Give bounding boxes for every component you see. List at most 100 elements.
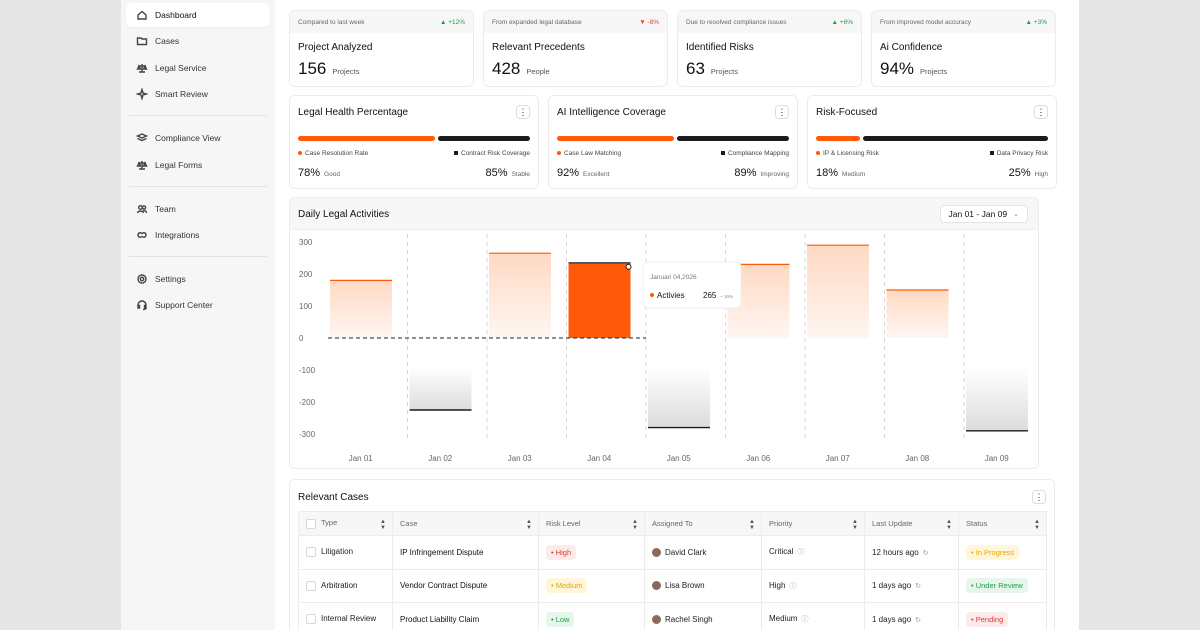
- stat-value: 428: [492, 59, 521, 78]
- more-options-button[interactable]: ⋮: [516, 105, 530, 119]
- sort-icon[interactable]: ▲ ▼: [1034, 519, 1040, 531]
- sidebar-item-cases[interactable]: Cases: [126, 29, 270, 53]
- case-text: Product Liability Claim: [400, 614, 480, 624]
- sidebar-item-settings[interactable]: Settings: [126, 267, 270, 291]
- stat-value: 63: [686, 59, 705, 78]
- trend-badge: ▲ +3%: [1026, 19, 1047, 26]
- stat-card-header: Compared to last week ▲ +12%: [290, 11, 473, 33]
- trend-value: -8%: [647, 18, 659, 26]
- health-card-title: Legal Health Percentage: [298, 106, 409, 118]
- column-header-assigned-to[interactable]: Assigned To ▲ ▼: [644, 511, 762, 536]
- row-checkbox[interactable]: [306, 614, 316, 625]
- column-header-last-update[interactable]: Last Update ▲ ▼: [864, 511, 959, 536]
- tooltip-label: Activies: [657, 291, 685, 300]
- left-metric: 92% Excellent: [557, 163, 609, 181]
- sidebar-item-compliance-view[interactable]: Compliance View: [126, 126, 270, 150]
- legend-left-label: Case Law Matching: [564, 150, 622, 157]
- right-metric: 85% Stable: [486, 163, 530, 181]
- left-value: 18%: [816, 167, 839, 179]
- sidebar-item-team[interactable]: Team: [126, 197, 270, 221]
- sidebar-item-smart-review[interactable]: Smart Review: [126, 82, 270, 106]
- updated-text: 1 days ago: [872, 581, 912, 591]
- cell-assigned: Lisa Brown: [644, 568, 762, 603]
- main-content: Compared to last week ▲ +12% Project Analy…: [289, 10, 1065, 630]
- cases-header: Relevant Cases ⋮: [298, 490, 1046, 504]
- sort-icon[interactable]: ▲ ▼: [632, 519, 638, 531]
- tooltip-value: 265: [703, 291, 717, 300]
- sidebar-divider: [129, 185, 267, 187]
- split-progress-bar: [557, 136, 789, 141]
- refresh-icon[interactable]: ↻: [922, 549, 929, 557]
- stat-title: Relevant Precedents: [492, 42, 585, 53]
- refresh-icon[interactable]: ↻: [915, 583, 922, 591]
- stat-unit: People: [526, 67, 550, 76]
- health-values: 18% Medium 25% High: [816, 163, 1048, 181]
- select-all-checkbox[interactable]: [306, 518, 316, 529]
- more-options-button[interactable]: ⋮: [1032, 490, 1046, 504]
- column-header-risk-level[interactable]: Risk Level ▲ ▼: [538, 511, 645, 536]
- column-header-status[interactable]: Status ▲ ▼: [958, 511, 1047, 536]
- info-icon[interactable]: ⓘ: [789, 582, 797, 590]
- y-tick-label: 200: [299, 270, 313, 279]
- assignee-name: David Clark: [665, 547, 707, 557]
- type-text: Internal Review: [321, 614, 377, 624]
- black-square-icon: [720, 151, 725, 156]
- sort-icon[interactable]: ▲ ▼: [380, 519, 386, 531]
- stat-card: Compared to last week ▲ +12% Project Analy…: [289, 10, 474, 87]
- sort-icon[interactable]: ▲ ▼: [852, 519, 858, 531]
- link-icon: [136, 229, 148, 241]
- left-metric: 78% Good: [298, 163, 340, 181]
- health-values: 78% Good 85% Stable: [298, 163, 530, 181]
- stat-card: Due to resolved compliance issues ▲ +6% Id…: [677, 10, 862, 87]
- sort-icon[interactable]: ▲ ▼: [749, 519, 755, 531]
- stat-value-row: 428 People: [484, 53, 667, 79]
- home-icon: [136, 9, 148, 21]
- date-range-picker[interactable]: Jan 01 - Jan 09 ⌄: [939, 205, 1028, 223]
- sidebar-item-dashboard[interactable]: Dashboard: [126, 3, 270, 27]
- row-checkbox[interactable]: [306, 547, 316, 558]
- column-header-label: Case: [400, 519, 418, 528]
- triangle-down-icon: ▼: [639, 18, 648, 26]
- bar-marker: [625, 263, 632, 270]
- info-icon[interactable]: ⓘ: [801, 616, 809, 624]
- sidebar-item-support-center[interactable]: Support Center: [126, 293, 270, 317]
- stat-card-header: Due to resolved compliance issues ▲ +6%: [678, 11, 861, 33]
- stat-unit: Projects: [332, 67, 360, 76]
- more-options-button[interactable]: ⋮: [1034, 105, 1048, 119]
- sidebar-item-legal-service[interactable]: Legal Service: [126, 56, 270, 80]
- right-value: 85%: [485, 167, 508, 179]
- more-options-button[interactable]: ⋮: [775, 105, 789, 119]
- progress-segment-secondary: [863, 136, 1048, 141]
- info-icon[interactable]: ⓘ: [797, 549, 805, 557]
- scale-icon: [136, 62, 148, 74]
- chart-header: Daily Legal Activities Jan 01 - Jan 09 ⌄: [290, 198, 1038, 230]
- sidebar-item-integrations[interactable]: Integrations: [126, 223, 270, 247]
- column-header-type[interactable]: Type ▲ ▼: [298, 511, 393, 536]
- legend-right-label: Compliance Mapping: [727, 150, 789, 157]
- refresh-icon[interactable]: ↻: [915, 616, 922, 624]
- sort-icon[interactable]: ▲ ▼: [946, 519, 952, 531]
- sort-icon[interactable]: ▲ ▼: [526, 519, 532, 531]
- column-header-priority[interactable]: Priority ▲ ▼: [761, 511, 865, 536]
- column-header-case[interactable]: Case ▲ ▼: [392, 511, 539, 536]
- table-row[interactable]: Internal Review Product Liability Claim • …: [298, 602, 1047, 630]
- y-tick-label: 100: [299, 302, 313, 311]
- status-text: Under Review: [975, 581, 1023, 591]
- stat-note: From improved model accuracy: [880, 18, 972, 26]
- row-checkbox[interactable]: [306, 580, 316, 591]
- risk-badge: • Low: [546, 611, 575, 627]
- table-row[interactable]: Arbitration Vendor Contract Dispute • Medi…: [298, 568, 1047, 603]
- updated-text: 1 days ago: [872, 614, 912, 624]
- x-tick-label: Jan 03: [508, 454, 533, 463]
- table-body: Litigation IP Infringement Dispute • High D…: [298, 535, 1047, 630]
- table-row[interactable]: Litigation IP Infringement Dispute • High D…: [298, 535, 1047, 570]
- sidebar-item-legal-forms[interactable]: Legal Forms: [126, 153, 270, 177]
- health-card-title: Risk-Focused: [816, 106, 878, 118]
- date-range-label: Jan 01 - Jan 09: [948, 209, 1008, 219]
- x-tick-label: Jan 01: [349, 454, 374, 463]
- chart-title: Daily Legal Activities: [298, 209, 390, 220]
- risk-text: Medium: [555, 581, 583, 591]
- cell-risk: • Medium: [538, 568, 645, 603]
- cell-updated: 1 days ago ↻: [864, 602, 959, 630]
- bar: [409, 368, 472, 410]
